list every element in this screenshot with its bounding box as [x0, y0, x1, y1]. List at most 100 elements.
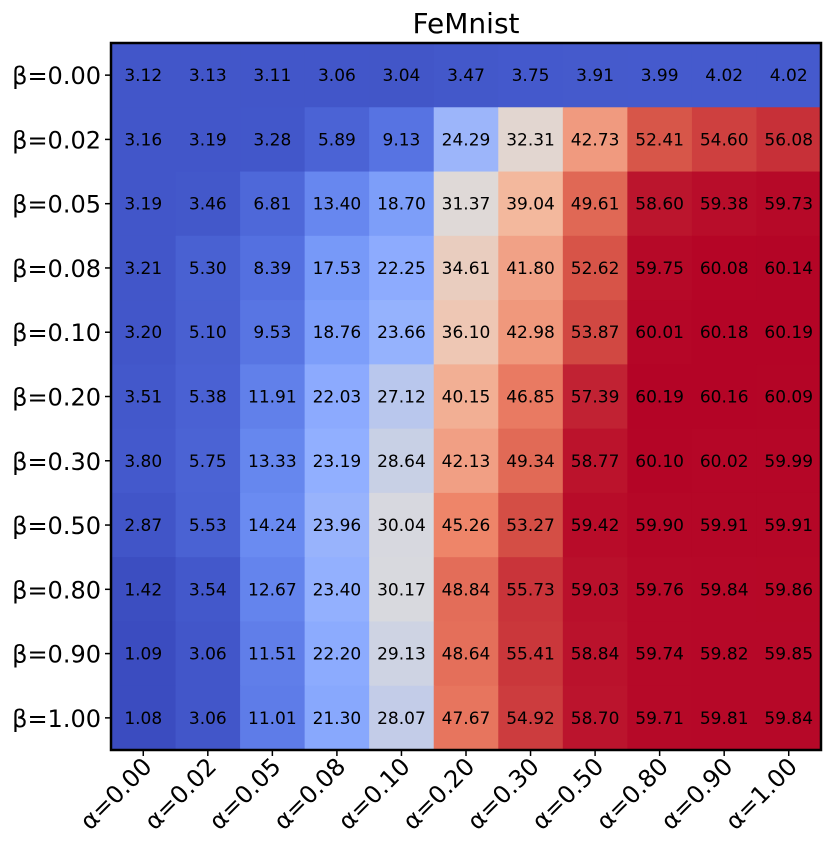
- cell-value-label: 3.99: [641, 66, 679, 86]
- heatmap-cell: [562, 43, 628, 108]
- heatmap-cells: [111, 43, 822, 751]
- heatmap-cell: [175, 621, 241, 687]
- heatmap-cell: [562, 107, 628, 173]
- cell-value-label: 3.06: [189, 709, 227, 729]
- cell-value-label: 3.19: [124, 195, 162, 215]
- cell-value-label: 59.42: [571, 516, 620, 536]
- heatmap-cell: [304, 300, 370, 365]
- cell-value-label: 3.16: [124, 130, 162, 150]
- heatmap-cell: [627, 685, 693, 751]
- heatmap-cell: [240, 43, 306, 108]
- heatmap-cell: [369, 300, 435, 365]
- cell-value-label: 49.61: [571, 195, 620, 215]
- cell-value-label: 3.47: [447, 66, 485, 86]
- cell-value-label: 55.73: [506, 580, 555, 600]
- cell-value-label: 59.74: [635, 645, 684, 665]
- cell-value-label: 58.77: [571, 452, 620, 472]
- cell-value-label: 28.64: [377, 452, 426, 472]
- cell-value-label: 52.41: [635, 130, 684, 150]
- heatmap-cell: [627, 107, 693, 173]
- cell-value-label: 5.53: [189, 516, 227, 536]
- heatmap-cell: [498, 492, 564, 558]
- heatmap-cell: [240, 492, 306, 558]
- heatmap-cell: [756, 557, 822, 623]
- cell-value-label: 42.13: [442, 452, 491, 472]
- heatmap-cell: [240, 557, 306, 623]
- heatmap-cell: [240, 621, 306, 687]
- heatmap-cell: [433, 621, 499, 687]
- cell-value-label: 54.92: [506, 709, 555, 729]
- cell-value-label: 60.02: [700, 452, 749, 472]
- heatmap-cell: [627, 300, 693, 365]
- heatmap-cell: [304, 43, 370, 108]
- heatmap-cell: [175, 364, 241, 430]
- heatmap-cell: [369, 428, 435, 494]
- heatmap-cell: [433, 428, 499, 494]
- cell-value-label: 58.70: [571, 709, 620, 729]
- heatmap-cell: [433, 107, 499, 173]
- cell-value-label: 59.84: [700, 580, 749, 600]
- heatmap-cell: [562, 685, 628, 751]
- heatmap-cell: [562, 300, 628, 365]
- heatmap-cell: [691, 621, 758, 687]
- heatmap-cell: [111, 107, 177, 173]
- heatmap-cell: [304, 235, 370, 301]
- heatmap-cell: [691, 107, 758, 173]
- cell-value-label: 59.84: [764, 709, 813, 729]
- cell-value-label: 23.96: [313, 516, 362, 536]
- cell-value-label: 23.66: [377, 323, 426, 343]
- cell-value-label: 59.76: [635, 580, 684, 600]
- cell-value-label: 54.60: [700, 130, 749, 150]
- cell-value-label: 60.10: [635, 452, 684, 472]
- cell-value-label: 9.13: [383, 130, 421, 150]
- heatmap-cell: [498, 557, 564, 623]
- heatmap-cell: [691, 43, 758, 108]
- cell-value-label: 59.91: [764, 516, 813, 536]
- cell-value-label: 53.27: [506, 516, 555, 536]
- heatmap-cell: [498, 300, 564, 365]
- heatmap-cell: [304, 107, 370, 173]
- cell-value-label: 60.01: [635, 323, 684, 343]
- heatmap-cell: [111, 364, 177, 430]
- cell-value-label: 56.08: [764, 130, 813, 150]
- cell-value-label: 3.51: [124, 388, 162, 408]
- heatmap-cell: [756, 171, 822, 237]
- y-tick-label: β=0.08: [12, 255, 101, 283]
- heatmap-cell: [627, 557, 693, 623]
- cell-value-label: 3.54: [189, 580, 227, 600]
- cell-value-label: 3.21: [124, 259, 162, 279]
- cell-value-label: 12.67: [248, 580, 297, 600]
- heatmap-cell: [111, 235, 177, 301]
- cell-value-label: 59.99: [764, 452, 813, 472]
- heatmap-cell: [433, 43, 499, 108]
- heatmap-cell: [756, 621, 822, 687]
- cell-value-label: 59.85: [764, 645, 813, 665]
- cell-value-label: 3.80: [124, 452, 162, 472]
- cell-value-label: 3.06: [189, 645, 227, 665]
- heatmap-cell: [369, 557, 435, 623]
- heatmap-cell: [111, 43, 177, 108]
- heatmap-cell: [691, 235, 758, 301]
- cell-value-label: 18.76: [313, 323, 362, 343]
- heatmap-cell: [691, 685, 758, 751]
- cell-value-label: 59.81: [700, 709, 749, 729]
- heatmap-cell: [111, 492, 177, 558]
- heatmap-cell: [433, 364, 499, 430]
- cell-value-label: 48.84: [442, 580, 491, 600]
- cell-value-label: 11.91: [248, 388, 297, 408]
- heatmap-cell: [691, 557, 758, 623]
- heatmap-cell: [691, 492, 758, 558]
- cell-value-label: 29.13: [377, 645, 426, 665]
- heatmap-cell: [369, 43, 435, 108]
- heatmap-cell: [240, 300, 306, 365]
- heatmap-cell: [756, 107, 822, 173]
- heatmap-cell: [369, 364, 435, 430]
- cell-value-label: 32.31: [506, 130, 555, 150]
- heatmap-cell: [756, 300, 822, 365]
- cell-value-label: 59.71: [635, 709, 684, 729]
- cell-value-label: 14.24: [248, 516, 297, 536]
- heatmap-cell: [304, 492, 370, 558]
- heatmap-cell: [756, 364, 822, 430]
- cell-value-label: 59.91: [700, 516, 749, 536]
- heatmap-cell: [369, 621, 435, 687]
